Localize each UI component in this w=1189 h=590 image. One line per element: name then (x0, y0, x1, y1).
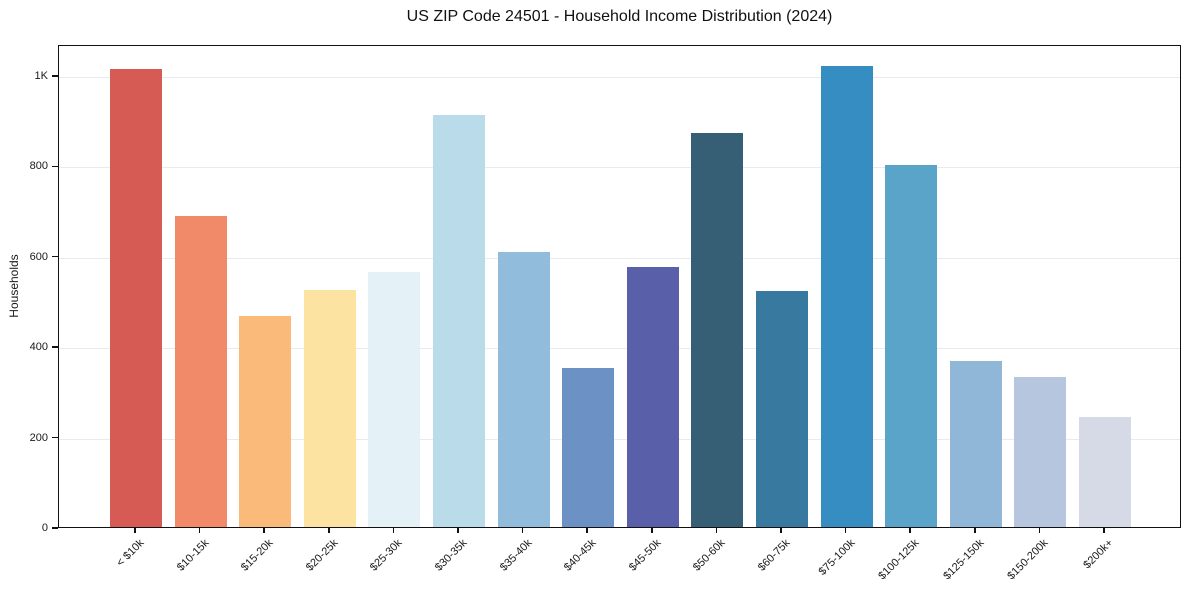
x-tick-mark-< $10k (134, 528, 136, 533)
y-tick-label-200: 200 (29, 431, 48, 444)
bar-$35-40k (497, 251, 550, 527)
x-tick-mark-$40-45k (586, 528, 588, 533)
gridline-y-800 (59, 167, 1180, 169)
x-tick-mark-$25-30k (392, 528, 395, 533)
bar-$150-200k (1014, 376, 1067, 527)
x-tick-label-$150-200k: $150-200k (1005, 537, 1051, 583)
bar-$45-50k (626, 267, 679, 527)
y-tick-mark-800 (52, 165, 58, 167)
x-tick-label-$25-30k: $25-30k (368, 537, 405, 574)
x-tick-mark-$20-25k (328, 528, 330, 533)
y-tick-mark-0 (52, 527, 58, 529)
x-tick-mark-$30-35k (457, 528, 459, 533)
x-tick-mark-$150-200k (1038, 528, 1041, 533)
x-tick-label-$100-125k: $100-125k (876, 537, 922, 583)
y-axis-label: Households (7, 254, 21, 318)
bar-$60-75k (756, 290, 808, 527)
bar-< $10k (110, 69, 162, 527)
y-tick-label-1K: 1K (34, 69, 48, 82)
gridline-y-400 (59, 348, 1180, 350)
x-tick-label-$60-75k: $60-75k (755, 537, 793, 574)
bar-$50-60k (691, 133, 744, 527)
x-tick-label-$45-50k: $45-50k (626, 537, 664, 574)
gridline-y-1000 (59, 76, 1180, 78)
x-tick-mark-$50-60k (715, 528, 718, 533)
x-tick-label-$200k+: $200k+ (1081, 537, 1116, 572)
gridline-y-200 (59, 438, 1180, 440)
gridline-y-600 (59, 257, 1180, 259)
y-tick-label-400: 400 (29, 341, 48, 354)
x-tick-label-$125-150k: $125-150k (941, 537, 987, 583)
y-tick-mark-600 (52, 255, 58, 258)
x-tick-label-< $10k: < $10k (114, 537, 147, 570)
bar-$10-15k (174, 215, 227, 527)
y-tick-mark-200 (52, 436, 58, 439)
y-tick-label-600: 600 (29, 250, 48, 263)
x-tick-mark-$45-50k (651, 528, 653, 533)
x-tick-mark-$200k+ (1103, 528, 1105, 533)
y-tick-mark-400 (52, 346, 58, 348)
x-tick-mark-$10-15k (198, 528, 201, 533)
bar-$125-150k (949, 360, 1002, 527)
x-tick-label-$75-100k: $75-100k (816, 537, 858, 578)
bar-$75-100k (820, 66, 873, 527)
bar-$20-25k (303, 290, 356, 527)
bar-$100-125k (885, 164, 938, 527)
x-tick-label-$35-40k: $35-40k (497, 537, 535, 574)
y-tick-label-800: 800 (29, 160, 48, 173)
x-tick-mark-$35-40k (521, 528, 524, 533)
bar-$40-45k (562, 367, 615, 527)
x-tick-mark-$60-75k (780, 528, 782, 533)
x-tick-mark-$125-150k (974, 528, 976, 533)
plot-area (58, 45, 1181, 528)
bar-$15-20k (239, 316, 292, 527)
x-tick-mark-$100-125k (909, 528, 911, 533)
x-tick-label-$40-45k: $40-45k (562, 537, 599, 574)
x-tick-label-$15-20k: $15-20k (239, 537, 276, 574)
x-tick-mark-$75-100k (844, 528, 847, 533)
x-tick-label-$10-15k: $10-15k (174, 537, 212, 574)
x-tick-label-$20-25k: $20-25k (303, 537, 341, 574)
bar-$200k+ (1079, 417, 1131, 527)
x-tick-label-$50-60k: $50-60k (691, 537, 728, 574)
x-tick-label-$30-35k: $30-35k (432, 537, 470, 574)
x-tick-mark-$15-20k (263, 528, 265, 533)
y-tick-label-0: 0 (41, 522, 48, 534)
bar-$25-30k (368, 271, 421, 527)
bar-$30-35k (433, 114, 485, 527)
y-tick-mark-1K (52, 75, 58, 77)
chart-title: US ZIP Code 24501 - Household Income Dis… (406, 8, 833, 25)
